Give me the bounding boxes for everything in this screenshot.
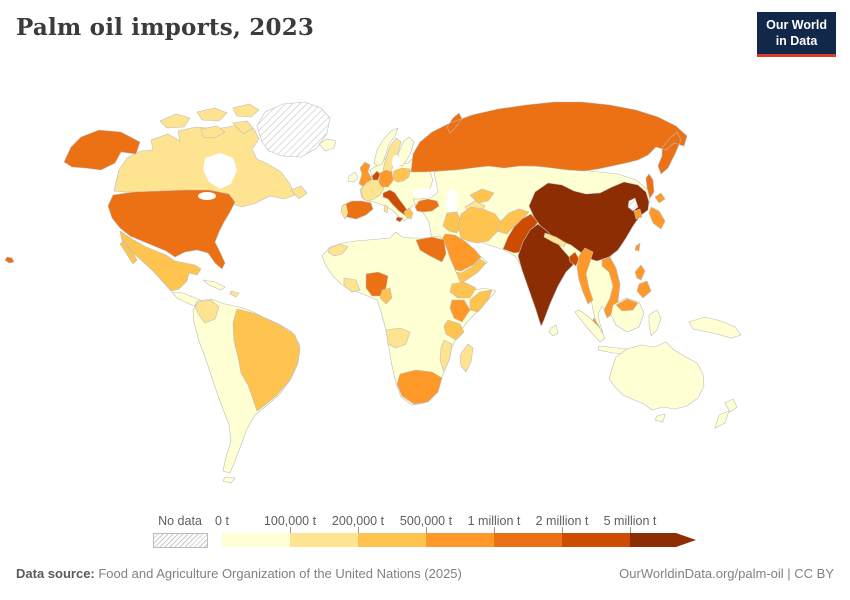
country-portugal[interactable] bbox=[340, 203, 349, 220]
legend-bin-6[interactable] bbox=[630, 533, 676, 547]
legend-no-data-swatch[interactable] bbox=[153, 533, 208, 548]
country-malaysia-borneo[interactable] bbox=[615, 298, 639, 312]
country-south-africa[interactable] bbox=[396, 369, 443, 405]
country-iceland[interactable] bbox=[318, 138, 337, 152]
owid-logo-line1: Our World bbox=[766, 18, 827, 32]
country-south-korea[interactable] bbox=[633, 208, 643, 220]
legend-bin-0[interactable] bbox=[222, 533, 290, 547]
country-alaska[interactable] bbox=[63, 129, 141, 171]
country-usa[interactable] bbox=[107, 189, 236, 270]
legend-bin-5[interactable] bbox=[562, 533, 630, 547]
country-germany[interactable] bbox=[378, 169, 394, 188]
region-africa[interactable] bbox=[321, 231, 497, 406]
caspian-sea bbox=[446, 189, 458, 215]
legend-bin-3[interactable] bbox=[426, 533, 494, 547]
country-afghanistan[interactable] bbox=[496, 208, 530, 235]
legend-tick-3 bbox=[426, 527, 427, 533]
black-sea bbox=[413, 188, 435, 198]
country-cameroon[interactable] bbox=[379, 287, 393, 305]
legend-tick-6 bbox=[630, 527, 631, 533]
legend-stop-label-6: 5 million t bbox=[603, 514, 657, 528]
credit-link[interactable]: OurWorldinData.org/palm-oil | CC BY bbox=[619, 566, 834, 581]
country-angola[interactable] bbox=[385, 327, 411, 349]
baltic-sea bbox=[392, 155, 400, 169]
country-canada-islands[interactable] bbox=[159, 103, 308, 200]
legend-no-data-label: No data bbox=[158, 514, 202, 528]
country-mozambique[interactable] bbox=[439, 339, 453, 373]
country-japan[interactable] bbox=[648, 192, 666, 230]
world-map bbox=[0, 85, 850, 505]
country-india[interactable] bbox=[517, 223, 574, 327]
chart-footer: Data source: Food and Agriculture Organi… bbox=[16, 566, 834, 581]
country-finland[interactable] bbox=[396, 136, 415, 167]
legend-stop-label-5: 2 million t bbox=[535, 514, 589, 528]
country-ireland[interactable] bbox=[347, 171, 359, 183]
legend-bin-2[interactable] bbox=[358, 533, 426, 547]
legend-stop-label-1: 100,000 t bbox=[263, 514, 317, 528]
country-sri-lanka[interactable] bbox=[548, 324, 559, 337]
legend-tick-2 bbox=[358, 527, 359, 533]
country-mexico[interactable] bbox=[119, 230, 202, 292]
country-bangladesh[interactable] bbox=[568, 251, 580, 267]
data-source-text: Food and Agriculture Organization of the… bbox=[94, 566, 462, 581]
data-source-note: Data source: Food and Agriculture Organi… bbox=[16, 566, 462, 581]
owid-logo[interactable]: Our World in Data bbox=[757, 12, 836, 58]
country-greece[interactable] bbox=[403, 207, 414, 220]
country-north-korea[interactable] bbox=[627, 197, 639, 212]
data-source-label: Data source: bbox=[16, 566, 95, 581]
country-ethiopia[interactable] bbox=[449, 281, 477, 299]
country-taiwan[interactable] bbox=[634, 242, 641, 252]
legend-tick-5 bbox=[562, 527, 563, 533]
legend-bin-4[interactable] bbox=[494, 533, 562, 547]
legend-stop-label-2: 200,000 t bbox=[331, 514, 385, 528]
country-nepal[interactable] bbox=[543, 232, 567, 248]
legend-tick-4 bbox=[494, 527, 495, 533]
country-cuba[interactable] bbox=[201, 279, 226, 291]
country-new-guinea[interactable] bbox=[688, 316, 742, 339]
country-russia[interactable] bbox=[410, 101, 688, 199]
country-myanmar[interactable] bbox=[576, 247, 594, 305]
country-ghana[interactable] bbox=[343, 277, 361, 293]
legend-arrow bbox=[676, 533, 696, 547]
country-australia[interactable] bbox=[608, 341, 705, 423]
legend-stop-label-0: 0 t bbox=[215, 514, 229, 528]
country-poland[interactable] bbox=[392, 167, 411, 183]
country-brazil[interactable] bbox=[232, 308, 301, 412]
legend-tick-1 bbox=[290, 527, 291, 533]
country-hawaii[interactable] bbox=[4, 256, 15, 264]
legend-stop-label-4: 1 million t bbox=[467, 514, 521, 528]
country-egypt[interactable] bbox=[415, 236, 447, 263]
country-colombia[interactable] bbox=[194, 299, 220, 324]
country-tanzania[interactable] bbox=[443, 319, 465, 341]
country-greenland[interactable] bbox=[256, 101, 331, 158]
country-kenya[interactable] bbox=[449, 299, 471, 323]
great-lakes bbox=[198, 192, 216, 200]
country-norway[interactable] bbox=[373, 127, 399, 167]
hudson-bay bbox=[203, 153, 237, 189]
country-sardinia[interactable] bbox=[383, 204, 389, 214]
legend-stop-label-3: 500,000 t bbox=[399, 514, 453, 528]
chart-title: Palm oil imports, 2023 bbox=[16, 14, 315, 41]
legend-bin-1[interactable] bbox=[290, 533, 358, 547]
owid-logo-line2: in Data bbox=[775, 33, 818, 48]
country-new-zealand[interactable] bbox=[714, 398, 738, 429]
country-netherlands[interactable] bbox=[371, 170, 381, 181]
country-turkey[interactable] bbox=[414, 198, 440, 213]
country-philippines[interactable] bbox=[634, 264, 652, 299]
country-hispaniola[interactable] bbox=[229, 290, 240, 298]
country-iran[interactable] bbox=[457, 206, 502, 244]
country-morocco[interactable] bbox=[327, 243, 349, 257]
country-madagascar[interactable] bbox=[459, 343, 474, 373]
country-vietnam[interactable] bbox=[601, 256, 621, 319]
